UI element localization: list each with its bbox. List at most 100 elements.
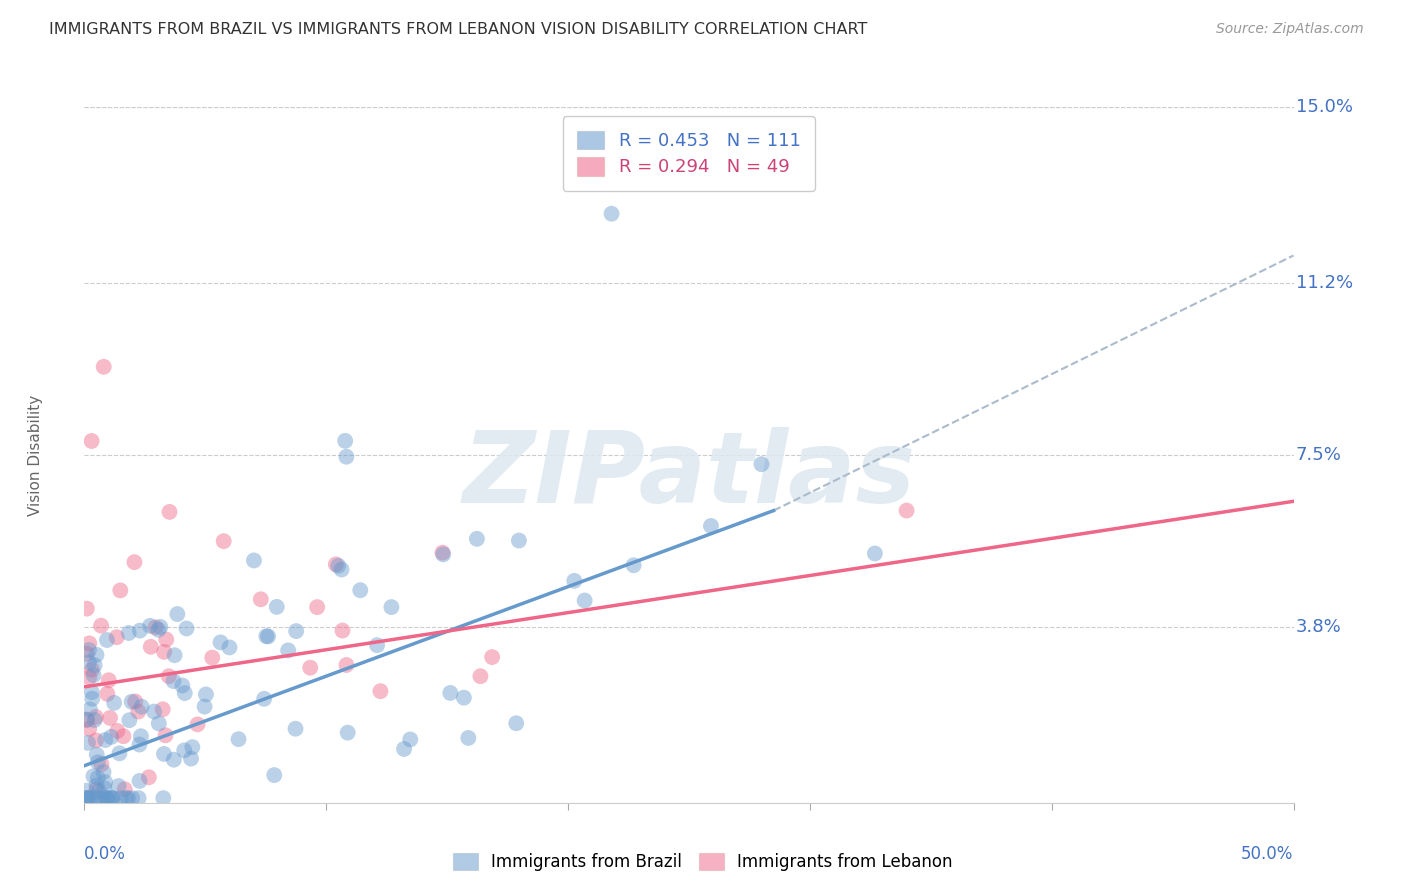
Point (139, 640, 162, 654)
Text: 15.0%: 15.0% (1296, 98, 1353, 116)
Point (84, 710, 107, 724)
Point (166, 607, 188, 621)
Point (101, 791, 124, 805)
Point (138, 770, 160, 784)
Point (129, 624, 152, 638)
Point (277, 643, 299, 657)
Point (600, 207, 623, 221)
Point (623, 558, 645, 573)
Point (432, 547, 454, 561)
Point (96, 791, 118, 805)
Point (103, 696, 125, 710)
Point (153, 747, 176, 761)
Point (380, 600, 402, 615)
Point (79, 791, 101, 805)
Point (163, 648, 186, 663)
Point (121, 791, 143, 805)
Point (128, 738, 150, 752)
Point (863, 546, 886, 560)
Text: 7.5%: 7.5% (1296, 446, 1341, 464)
Text: 3.8%: 3.8% (1296, 617, 1341, 635)
Point (194, 699, 217, 714)
Point (77, 722, 100, 736)
Point (94, 775, 117, 789)
Point (76, 713, 98, 727)
Point (94, 733, 117, 747)
Point (131, 699, 153, 714)
Point (76, 791, 98, 805)
Point (180, 751, 202, 765)
Text: Source: ZipAtlas.com: Source: ZipAtlas.com (1216, 22, 1364, 37)
Point (84, 790, 107, 805)
Point (325, 558, 347, 572)
Point (201, 650, 224, 665)
Point (77, 656, 100, 670)
Text: 11.2%: 11.2% (1296, 275, 1353, 293)
Point (83, 658, 105, 673)
Point (86, 782, 108, 797)
Point (139, 619, 162, 633)
Point (79, 636, 101, 650)
Point (335, 450, 357, 464)
Point (330, 562, 353, 576)
Point (194, 688, 217, 702)
Legend: R = 0.453   N = 111, R = 0.294   N = 49: R = 0.453 N = 111, R = 0.294 N = 49 (562, 116, 815, 191)
Point (328, 558, 350, 573)
Point (118, 713, 141, 727)
Point (76, 647, 98, 661)
Text: 0.0%: 0.0% (84, 845, 127, 863)
Point (121, 695, 143, 709)
Point (107, 779, 129, 793)
Point (93, 765, 115, 780)
Point (77, 643, 100, 657)
Point (129, 729, 152, 743)
Point (83, 713, 105, 727)
Point (76, 791, 98, 805)
Point (100, 730, 122, 744)
Point (114, 791, 136, 805)
Point (470, 669, 492, 683)
Point (117, 791, 139, 805)
Point (86, 648, 108, 662)
Point (249, 592, 271, 607)
Point (87, 771, 110, 785)
Point (562, 574, 585, 588)
Legend: Immigrants from Brazil, Immigrants from Lebanon: Immigrants from Brazil, Immigrants from … (444, 845, 962, 880)
Text: ZIPatlas: ZIPatlas (463, 427, 915, 524)
Text: IMMIGRANTS FROM BRAZIL VS IMMIGRANTS FROM LEBANON VISION DISABILITY CORRELATION : IMMIGRANTS FROM BRAZIL VS IMMIGRANTS FRO… (49, 22, 868, 37)
Point (97, 791, 120, 805)
Point (87, 756, 110, 770)
Point (143, 705, 166, 719)
Point (127, 705, 149, 719)
Text: 50.0%: 50.0% (1241, 845, 1294, 863)
Point (163, 753, 186, 767)
Point (176, 622, 198, 636)
Point (128, 773, 150, 788)
Point (98, 711, 121, 725)
Point (349, 583, 371, 598)
Point (243, 553, 266, 567)
Point (90, 757, 112, 772)
Point (254, 629, 277, 643)
Point (87, 784, 110, 798)
Point (399, 732, 422, 747)
Point (481, 650, 503, 665)
Point (465, 532, 488, 546)
Point (93, 781, 115, 796)
Point (76, 791, 98, 805)
Point (82, 691, 104, 706)
Point (751, 457, 773, 471)
Point (108, 747, 131, 761)
Point (84, 733, 107, 747)
Point (457, 731, 479, 745)
Point (80, 663, 103, 677)
Point (335, 434, 357, 448)
Point (453, 690, 475, 705)
Point (152, 702, 174, 716)
Point (266, 599, 288, 614)
Point (76, 713, 98, 727)
Point (152, 791, 174, 805)
Point (257, 629, 280, 643)
Point (212, 534, 235, 549)
Point (86, 791, 108, 805)
